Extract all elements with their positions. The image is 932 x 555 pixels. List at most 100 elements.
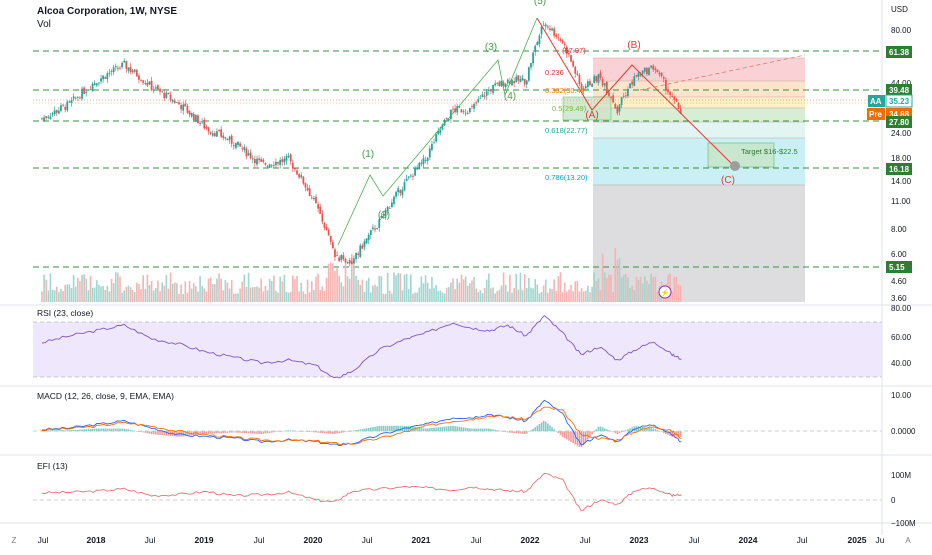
- rsi-panel[interactable]: RSI (23, close): [33, 308, 882, 379]
- macd-histogram-bar: [370, 427, 372, 432]
- candle-body: [561, 40, 564, 44]
- volume-bar: [188, 280, 191, 302]
- macd-histogram-bar: [494, 429, 496, 432]
- volume-bar: [317, 273, 319, 302]
- candle-body: [399, 190, 402, 194]
- candle-body: [648, 67, 650, 76]
- price-tick: 11.00: [891, 197, 911, 206]
- candle-body: [639, 74, 642, 76]
- macd-histogram-bar: [431, 427, 433, 432]
- target-point: [730, 161, 740, 171]
- volume-bar: [521, 290, 524, 302]
- candle-body: [167, 93, 170, 95]
- macd-histogram-bar: [471, 428, 473, 432]
- fib-label: 0.618(22.77): [545, 126, 588, 135]
- macd-histogram-bar: [454, 426, 456, 432]
- macd-histogram-bar: [289, 430, 292, 432]
- macd-histogram-bar: [230, 431, 233, 433]
- efi-panel[interactable]: EFI (13): [33, 461, 882, 511]
- candle-body: [357, 253, 360, 255]
- candle-body: [142, 80, 145, 83]
- time-tick: Jul: [254, 535, 265, 545]
- volume-bar: [523, 273, 526, 302]
- time-tick: Jul: [797, 535, 808, 545]
- candle-body: [317, 204, 320, 209]
- macd-line: [41, 399, 682, 446]
- candle-body: [485, 91, 488, 96]
- volume-bar: [323, 290, 326, 302]
- macd-histogram-bar: [241, 431, 244, 433]
- volume-bar: [517, 289, 520, 302]
- macd-histogram-bar: [77, 429, 79, 432]
- volume-bar: [420, 276, 423, 302]
- candle-body: [222, 135, 225, 138]
- macd-histogram-bar: [81, 429, 83, 432]
- chart-title: Alcoa Corporation, 1W, NYSE: [37, 6, 178, 17]
- macd-histogram-bar: [68, 430, 71, 432]
- macd-histogram-bar: [544, 421, 547, 432]
- corrective-wave-line: [536, 17, 736, 168]
- candle-body: [456, 106, 459, 113]
- macd-histogram-bar: [207, 431, 210, 434]
- macd-histogram-bar: [287, 430, 290, 432]
- volume-bar: [551, 289, 553, 302]
- candle-body: [131, 70, 134, 73]
- volume-bar: [490, 288, 492, 302]
- macd-histogram-bar: [351, 430, 353, 432]
- volume-bar: [313, 289, 315, 302]
- candle-body: [449, 109, 452, 120]
- volume-bar: [570, 284, 572, 302]
- candle-body: [481, 94, 484, 97]
- candle-body: [266, 166, 269, 167]
- macd-histogram-bar: [114, 428, 117, 432]
- volume-bar: [114, 272, 117, 302]
- candle-body: [643, 67, 646, 72]
- volume-bar: [351, 254, 353, 302]
- volume-bar: [587, 285, 589, 302]
- candle-body: [336, 255, 338, 257]
- volume-bar: [264, 286, 267, 302]
- candle-body: [110, 71, 113, 72]
- macd-histogram-bar: [521, 431, 524, 434]
- candle-body: [175, 102, 178, 103]
- volume-bar: [441, 292, 444, 302]
- volume-bar: [473, 277, 475, 302]
- macd-histogram-bar: [582, 431, 585, 445]
- candle-body: [152, 89, 155, 91]
- candle-body: [412, 175, 414, 177]
- volume-bar: [525, 288, 528, 302]
- candle-body: [304, 183, 307, 188]
- candle-body: [468, 108, 471, 113]
- macd-histogram-bar: [355, 430, 357, 432]
- macd-histogram-bar: [96, 428, 98, 432]
- volume-bar: [45, 279, 48, 302]
- volume-bar: [338, 275, 340, 302]
- volume-bar: [249, 287, 252, 302]
- macd-panel[interactable]: MACD (12, 26, close, 9, EMA, EMA): [33, 391, 882, 448]
- volume-bar: [298, 291, 300, 302]
- volume-bar: [629, 288, 631, 302]
- candle-body: [64, 107, 67, 110]
- fib-zone-green: [593, 108, 805, 122]
- volume-bar: [169, 272, 172, 302]
- macd-histogram-bar: [443, 426, 446, 432]
- volume-bar: [450, 282, 452, 302]
- volume-bar: [353, 266, 355, 302]
- impulse-wave-line: [337, 17, 538, 246]
- volume-bar: [176, 283, 178, 302]
- candle-body: [253, 158, 256, 164]
- macd-histogram-bar: [488, 428, 490, 432]
- candle-body: [492, 85, 494, 93]
- candle-body: [568, 53, 570, 55]
- volume-bar: [418, 287, 421, 302]
- price-panel[interactable]: (1) (2) (3) (4) (5) (A) (B) (C) (57.97) 0.236 0.38…: [33, 0, 882, 302]
- volume-bar: [336, 268, 338, 302]
- volume-bars: [41, 247, 682, 302]
- wave-label: (2): [378, 210, 390, 221]
- volume-bar: [622, 274, 625, 302]
- macd-histogram-bar: [340, 431, 343, 433]
- candle-body: [194, 114, 197, 122]
- macd-histogram-bar: [268, 431, 271, 433]
- volume-bar: [245, 286, 248, 302]
